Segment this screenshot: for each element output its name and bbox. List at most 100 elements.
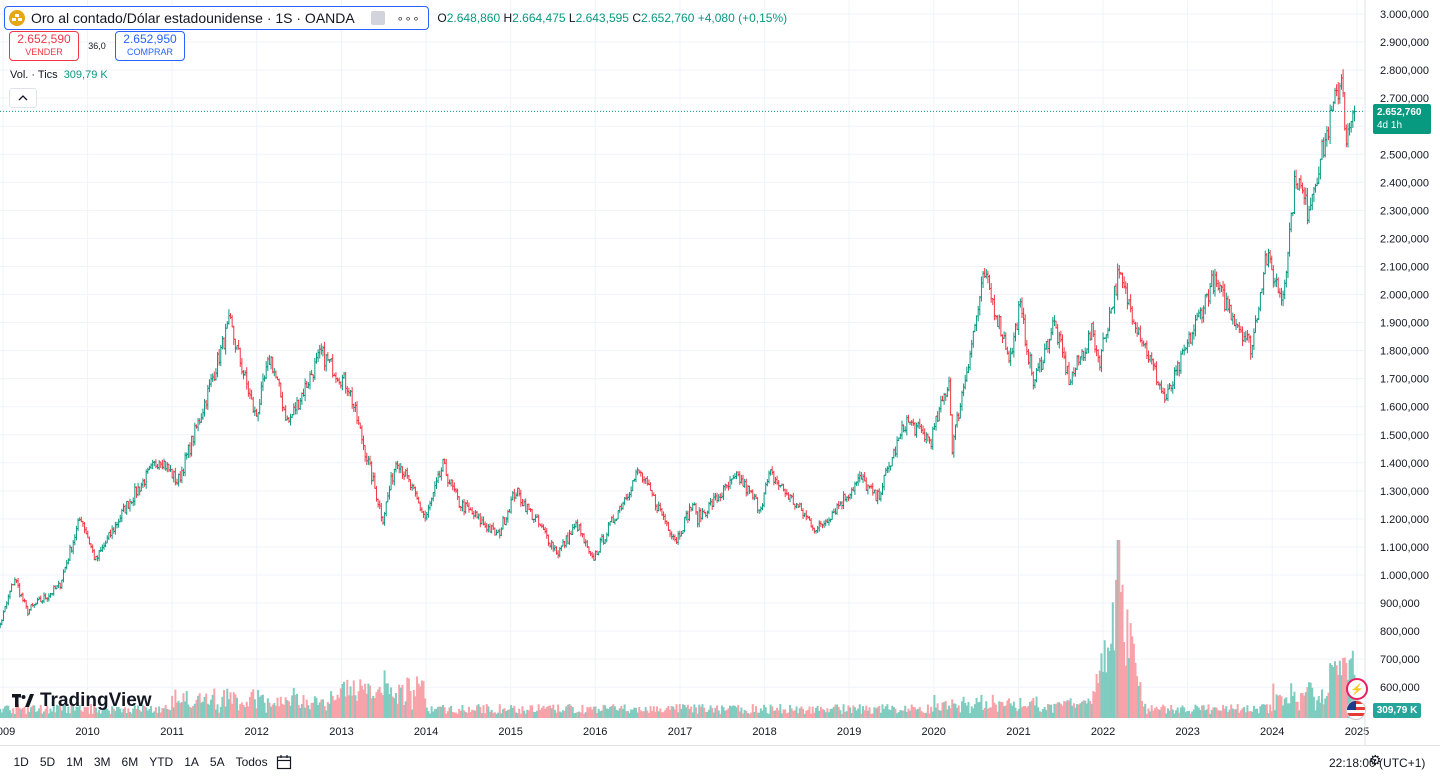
- volume-bar: [842, 704, 845, 718]
- x-tick-label: 2012: [244, 726, 268, 738]
- volume-bar: [894, 708, 897, 718]
- volume-bar: [784, 709, 787, 718]
- volume-bar: [665, 707, 668, 718]
- volume-bar: [216, 704, 219, 718]
- volume-bar: [1179, 707, 1182, 718]
- gear-icon[interactable]: ⚙: [1369, 752, 1382, 768]
- volume-bar: [132, 708, 135, 718]
- volume-bar: [944, 701, 947, 718]
- us-flag-icon[interactable]: [1346, 700, 1366, 720]
- volume-bar: [430, 706, 433, 718]
- volume-bar: [990, 707, 993, 718]
- volume-bar: [1327, 692, 1330, 718]
- range-button-5a[interactable]: 5A: [209, 755, 225, 769]
- volume-bar: [43, 711, 46, 718]
- volume-bar: [1069, 698, 1072, 718]
- volume-bar: [732, 705, 735, 718]
- volume-bar: [1210, 709, 1213, 718]
- volume-bar: [862, 706, 865, 718]
- volume-bar: [965, 705, 968, 718]
- volume-bar: [25, 713, 28, 718]
- range-button-5d[interactable]: 5D: [39, 755, 56, 769]
- volume-bar: [918, 707, 921, 718]
- tradingview-logo[interactable]: TradingView: [12, 690, 152, 712]
- volume-bar: [448, 707, 451, 718]
- volume-bar: [1306, 687, 1309, 718]
- volume-bar: [1119, 591, 1122, 718]
- calendar-icon[interactable]: [276, 754, 292, 770]
- volume-bar: [414, 696, 417, 718]
- volume-bar: [964, 702, 967, 718]
- volume-bar: [647, 712, 650, 718]
- volume-bar: [542, 705, 545, 718]
- volume-bar: [1329, 663, 1332, 718]
- volume-bar: [816, 705, 819, 718]
- volume-bar: [863, 710, 866, 718]
- volume-bar: [1290, 683, 1293, 718]
- range-button-1d[interactable]: 1D: [13, 755, 29, 769]
- volume-bar: [307, 705, 310, 718]
- lightning-icon[interactable]: ⚡: [1346, 678, 1368, 700]
- volume-axis-label: 309,79 K: [1373, 703, 1421, 718]
- volume-bar: [558, 711, 561, 718]
- range-button-1m[interactable]: 1M: [66, 755, 83, 769]
- volume-bar: [1280, 696, 1283, 718]
- buy-button[interactable]: 2.652,950 COMPRAR: [115, 31, 185, 61]
- volume-bar: [982, 709, 985, 718]
- volume-bar: [827, 712, 830, 718]
- range-button-3m[interactable]: 3M: [93, 755, 111, 769]
- volume-bar: [1238, 712, 1241, 718]
- range-button-todos[interactable]: Todos: [235, 755, 268, 769]
- x-tick-label: 2021: [1006, 726, 1030, 738]
- volume-bar: [1176, 707, 1179, 718]
- volume-bar: [23, 706, 26, 718]
- pause-button[interactable]: [370, 11, 385, 25]
- volume-bar: [1136, 676, 1139, 718]
- volume-bar: [1166, 708, 1169, 718]
- y-tick-label: 2.800,000: [1380, 65, 1429, 77]
- volume-bar: [1181, 705, 1184, 718]
- volume-bar: [860, 713, 863, 718]
- volume-bar: [868, 707, 871, 718]
- volume-bar: [824, 712, 827, 718]
- volume-bar: [1317, 696, 1320, 718]
- more-menu-dots[interactable]: ∘∘∘: [396, 12, 421, 25]
- volume-bar: [299, 707, 302, 718]
- volume-bar: [185, 691, 188, 718]
- volume-bar: [407, 678, 410, 718]
- clock-timezone[interactable]: 22:18:00 (UTC+1): [1329, 756, 1426, 770]
- collapse-legend-button[interactable]: [9, 88, 37, 108]
- price-chart[interactable]: 3.000,0002.900,0002.800,0002.700,0002.60…: [0, 0, 1440, 745]
- volume-bar: [112, 708, 115, 718]
- volume-bar: [469, 712, 472, 718]
- sell-button[interactable]: 2.652,590 VENDER: [9, 31, 79, 61]
- volume-bar: [5, 705, 8, 718]
- volume-bar: [615, 709, 618, 718]
- volume-bar: [75, 706, 78, 718]
- range-button-ytd[interactable]: YTD: [149, 755, 174, 769]
- symbol-selector[interactable]: Oro al contado/Dólar estadounidense · 1S…: [4, 6, 430, 30]
- volume-bar: [761, 710, 764, 718]
- volume-bar: [1024, 706, 1027, 718]
- y-tick-label: 3.000,000: [1380, 9, 1429, 21]
- volume-bar: [771, 706, 774, 718]
- volume-bar: [1153, 708, 1156, 718]
- y-tick-label: 600,000: [1380, 682, 1420, 694]
- range-button-6m[interactable]: 6M: [121, 755, 139, 769]
- range-selector: 1D 5D 1M 3M 6M YTD 1A 5A Todos: [8, 755, 273, 769]
- volume-bar: [889, 710, 892, 718]
- y-tick-label: 2.300,000: [1380, 205, 1429, 217]
- volume-bar: [297, 704, 300, 718]
- volume-bar: [386, 683, 389, 718]
- volume-bar: [1115, 579, 1118, 718]
- volume-bar: [837, 707, 840, 718]
- volume-bar: [599, 711, 602, 718]
- volume-bar: [714, 707, 717, 718]
- volume-bar: [370, 698, 373, 718]
- range-button-1a[interactable]: 1A: [184, 755, 199, 769]
- volume-bar: [789, 705, 792, 718]
- volume-bar: [294, 694, 297, 718]
- volume-bar: [90, 704, 93, 718]
- volume-bar: [146, 710, 149, 718]
- volume-bar: [245, 701, 248, 718]
